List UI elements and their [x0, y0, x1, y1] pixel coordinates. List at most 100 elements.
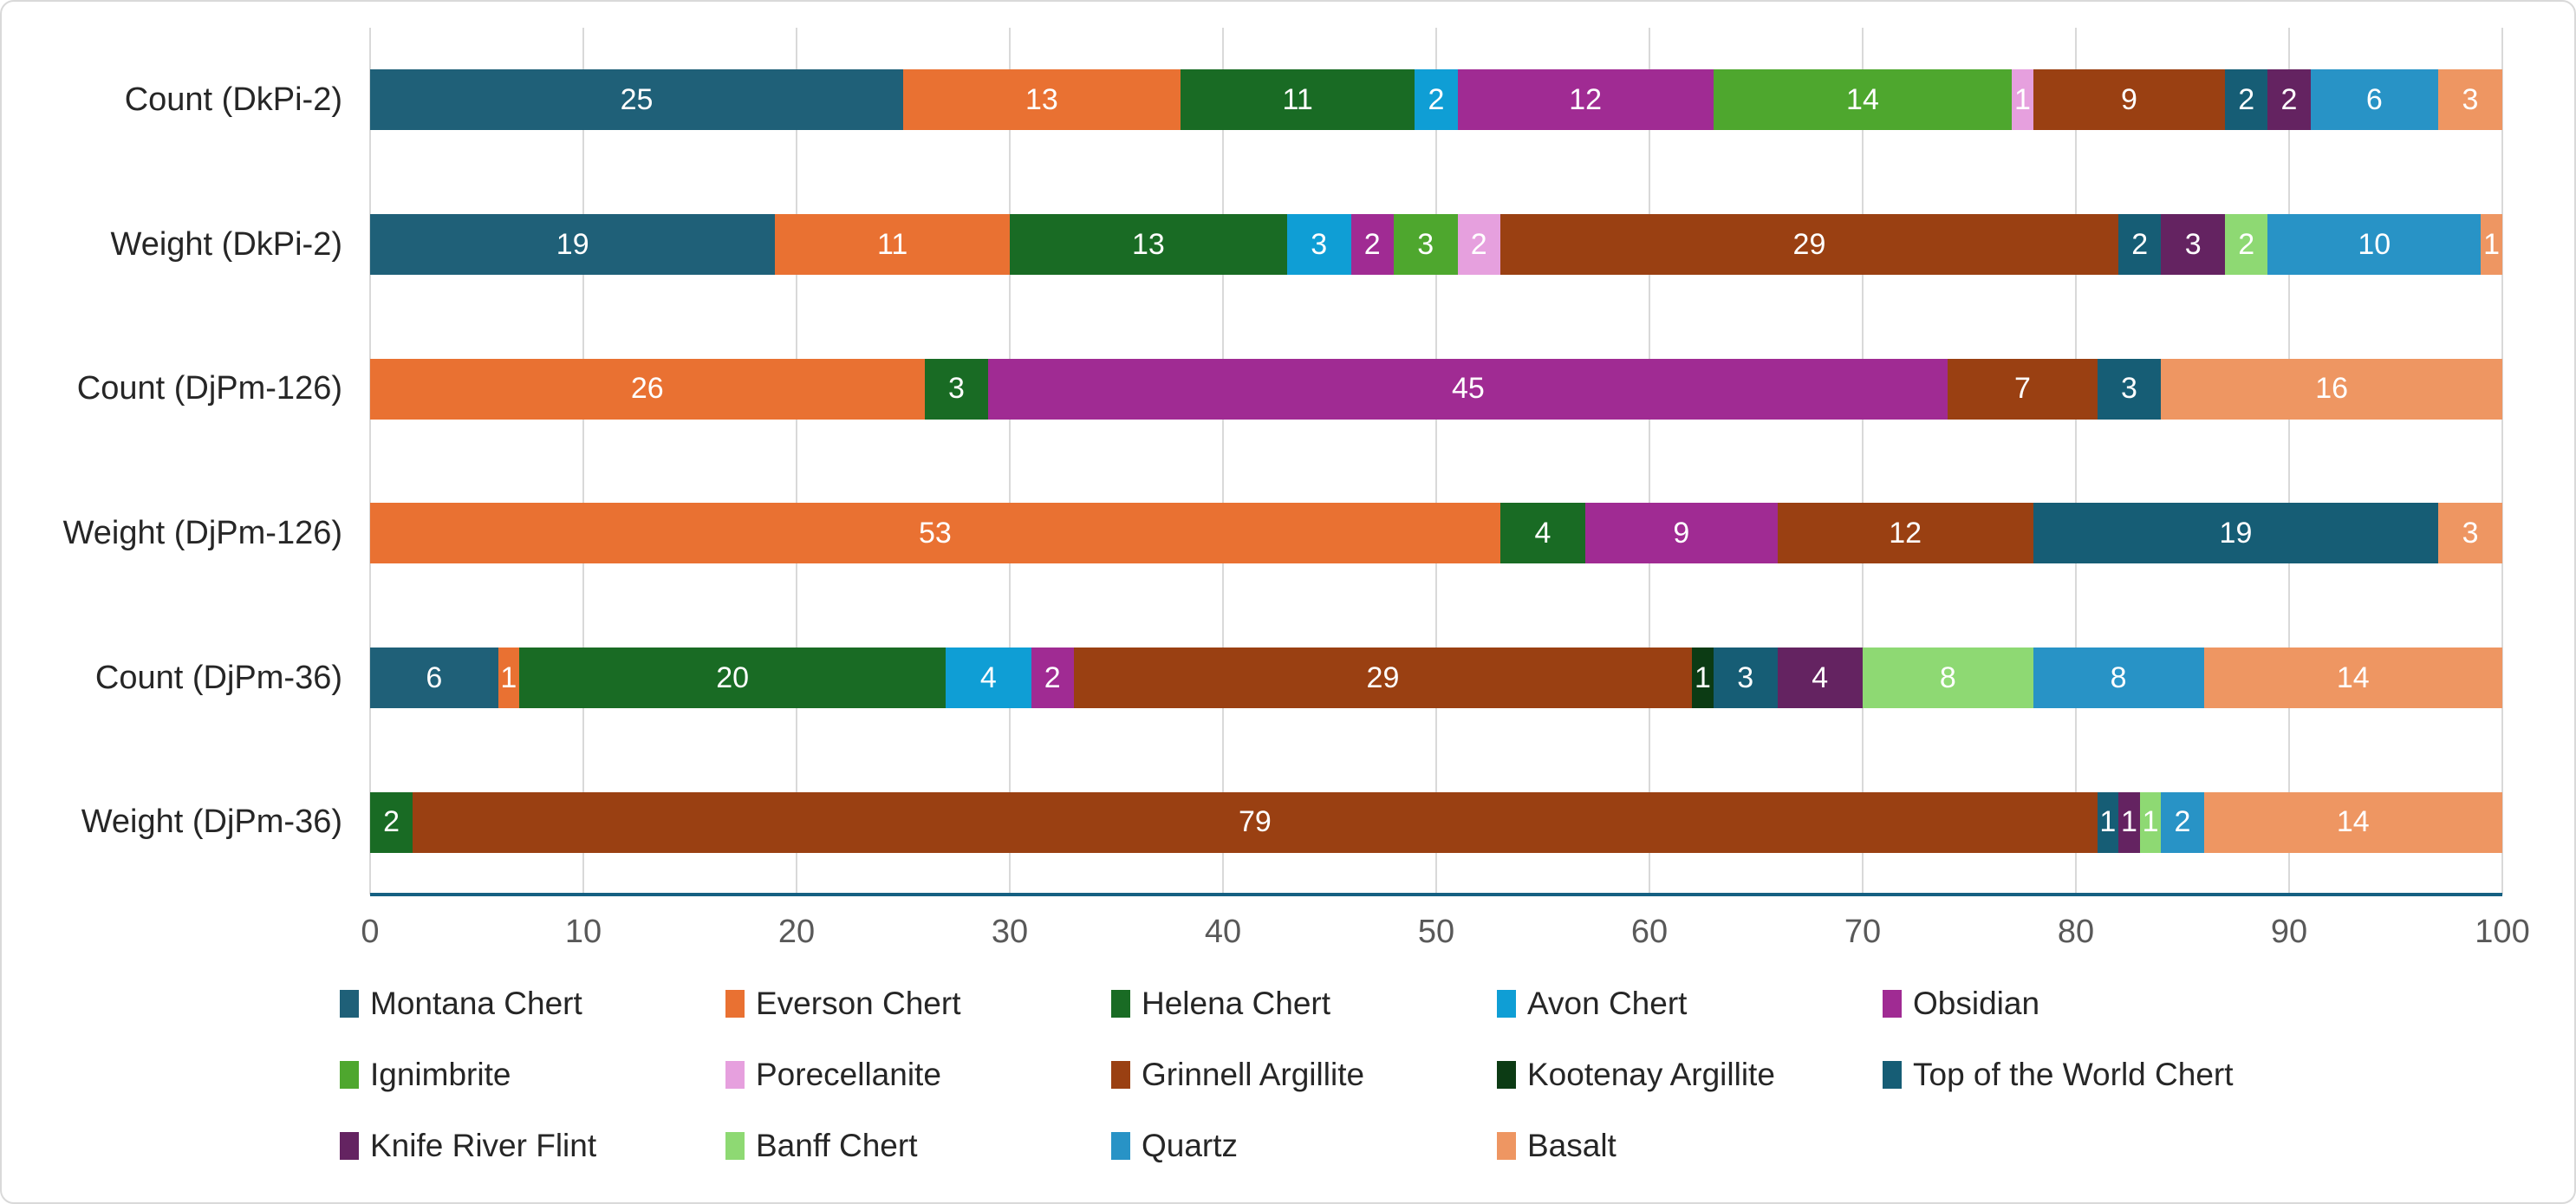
gridline: [2075, 28, 2077, 895]
bar-segment: 2: [2267, 69, 2311, 131]
bar-track: 19 11 13 3 2 3 2 29 2 3 2 10 1: [370, 214, 2502, 275]
bar-segment-label: 13: [1025, 82, 1058, 116]
legend-label: Top of the World Chert: [1913, 1057, 2234, 1092]
bar-segment: 12: [1457, 69, 1714, 131]
legend-item: Montana Chert: [340, 968, 582, 1039]
x-tick-label: 50: [1417, 914, 1455, 950]
bar-segment-label: 29: [1366, 661, 1400, 694]
bar-segment: 8: [1862, 648, 2033, 709]
bar-segment-label: 3: [1417, 227, 1434, 261]
x-axis-line: [370, 893, 2502, 896]
bar-segment-label: 3: [2184, 227, 2202, 261]
bar-track: 26 3 45 7 3 16: [370, 358, 2502, 420]
bar-segment-label: 8: [2110, 661, 2127, 694]
legend-label: Basalt: [1527, 1128, 1617, 1163]
bar-segment-label: 3: [948, 372, 965, 406]
bar-segment: 11: [1180, 69, 1415, 131]
legend-swatch-icon: [1497, 1061, 1516, 1089]
bar-segment: 13: [1009, 214, 1287, 275]
bar-segment: 29: [1499, 214, 2119, 275]
gridline: [1009, 28, 1011, 895]
category-label: Count (DjPm-36): [94, 659, 342, 696]
bar-segment-label: 53: [918, 516, 952, 550]
bar-segment: 3: [2161, 214, 2226, 275]
bar-segment: 14: [2203, 791, 2502, 853]
legend-label: Porecellanite: [756, 1057, 941, 1092]
legend-item: Everson Chert: [725, 968, 961, 1039]
plot-area: 25 13 11 2 12 14 1 9 2 2 6 3 19 11 13 3 2 3 2 29 2 3 2 10 1 26 3 45…: [369, 28, 2503, 896]
bar-segment: 2: [1457, 214, 1500, 275]
legend-item: Kootenay Argillite: [1497, 1039, 1775, 1110]
category-label: Count (DkPi-2): [124, 81, 342, 118]
bar-segment: 12: [1777, 503, 2033, 564]
bar-segment: 14: [1713, 69, 2013, 131]
bar-segment-label: 9: [2120, 82, 2137, 116]
bar-segment-label: 2: [2238, 82, 2255, 116]
bar-segment-label: 45: [1451, 372, 1485, 406]
bar-segment-label: 1: [2099, 805, 2117, 839]
bar-segment-label: 1: [500, 661, 517, 694]
bar-segment-label: 25: [620, 82, 654, 116]
category-axis: Count (DkPi-2) Weight (DkPi-2) Count (DjPm…: [2, 28, 342, 895]
bar-segment: 8: [2033, 648, 2204, 709]
x-tick-label: 0: [361, 914, 380, 950]
bar-rows: 25 13 11 2 12 14 1 9 2 2 6 3 19 11 13 3 2 3 2 29 2 3 2 10 1 26 3 45…: [370, 28, 2502, 895]
bar-segment: 29: [1073, 648, 1693, 709]
bar-segment-label: 3: [2121, 372, 2137, 406]
bar-segment-label: 10: [2358, 227, 2391, 261]
bar-segment: 6: [370, 648, 498, 709]
bar-row: 2 79 1 1 1 2 14: [370, 750, 2502, 895]
legend-item: Avon Chert: [1497, 968, 1687, 1039]
bar-segment-label: 1: [2013, 82, 2031, 116]
bar-segment: 1: [1692, 648, 1714, 709]
x-axis: 0 10 20 30 40 50 60 70 80 90 100: [361, 914, 2529, 955]
legend-label: Montana Chert: [370, 986, 582, 1021]
bar-row: 25 13 11 2 12 14 1 9 2 2 6 3: [370, 28, 2502, 172]
bar-segment-label: 4: [979, 661, 997, 694]
bar-segment-label: 13: [1131, 227, 1165, 261]
legend: Montana Chert Everson Chert Helena Chert Av…: [340, 968, 2559, 1181]
bar-segment: 3: [1713, 648, 1778, 709]
bar-segment-label: 2: [2174, 805, 2191, 839]
bar-segment-label: 2: [2280, 82, 2298, 116]
bar-segment-label: 79: [1238, 805, 1272, 839]
legend-item: Knife River Flint: [340, 1110, 596, 1181]
bar-segment-label: 8: [1939, 661, 1956, 694]
x-tick-label: 60: [1630, 914, 1669, 950]
bar-segment: 4: [946, 648, 1031, 709]
bar-segment-label: 26: [630, 372, 664, 406]
legend-item: Top of the World Chert: [1883, 1039, 2234, 1110]
bar-segment-label: 4: [1534, 516, 1551, 550]
legend-label: Grinnell Argillite: [1142, 1057, 1365, 1092]
bar-segment: 3: [1393, 214, 1458, 275]
legend-item: Grinnell Argillite: [1111, 1039, 1364, 1110]
bar-segment: 3: [924, 358, 989, 420]
legend-label: Avon Chert: [1527, 986, 1688, 1021]
bar-segment-label: 1: [2142, 805, 2159, 839]
gridline: [2288, 28, 2290, 895]
bar-segment-label: 6: [2365, 82, 2383, 116]
gridline: [369, 28, 371, 895]
bar-segment: 2: [2225, 214, 2268, 275]
x-tick-label: 30: [991, 914, 1029, 950]
x-tick-label: 80: [2057, 914, 2095, 950]
bar-segment-label: 19: [2219, 516, 2253, 550]
bar-segment-label: 2: [2238, 227, 2255, 261]
category-label: Weight (DkPi-2): [110, 225, 342, 263]
bar-segment: 4: [1777, 648, 1863, 709]
bar-row: 53 4 9 12 19 3: [370, 461, 2502, 606]
legend-swatch-icon: [1111, 1132, 1130, 1160]
legend-swatch-icon: [1883, 990, 1902, 1018]
bar-segment-label: 2: [1044, 661, 1061, 694]
bar-segment-label: 14: [1846, 82, 1879, 116]
bar-segment: 2: [1350, 214, 1394, 275]
bar-segment-label: 1: [1694, 661, 1711, 694]
legend-row: Ignimbrite Porecellanite Grinnell Argillit…: [340, 1039, 2559, 1110]
bar-track: 25 13 11 2 12 14 1 9 2 2 6 3: [370, 69, 2502, 131]
bar-segment: 9: [1585, 503, 1778, 564]
bar-segment-label: 3: [1737, 661, 1754, 694]
legend-swatch-icon: [340, 1061, 359, 1089]
category-label: Weight (DjPm-126): [62, 514, 342, 551]
gridline: [1222, 28, 1224, 895]
